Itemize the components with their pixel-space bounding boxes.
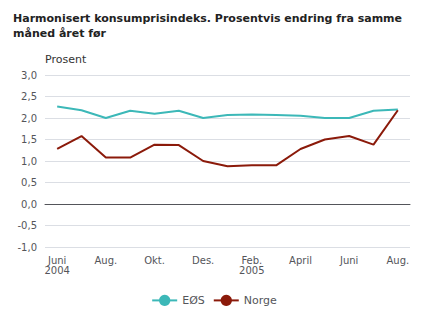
svg-text:EØS: EØS <box>182 294 205 307</box>
svg-text:Aug.: Aug. <box>386 255 409 266</box>
svg-text:Prosent: Prosent <box>45 53 87 66</box>
svg-text:0,5: 0,5 <box>21 177 37 188</box>
svg-text:April: April <box>289 255 312 266</box>
svg-text:Okt.: Okt. <box>144 255 165 266</box>
svg-text:2004: 2004 <box>44 265 69 276</box>
svg-text:1,0: 1,0 <box>21 156 37 167</box>
svg-text:Juni: Juni <box>339 255 358 266</box>
svg-text:Juni: Juni <box>48 254 67 266</box>
svg-text:2005: 2005 <box>239 265 264 276</box>
svg-text:-1,0: -1,0 <box>17 242 37 253</box>
svg-text:-0,5: -0,5 <box>17 220 37 231</box>
svg-text:2,5: 2,5 <box>21 91 37 102</box>
svg-text:måned året før: måned året før <box>13 27 107 40</box>
svg-text:0,0: 0,0 <box>21 199 37 210</box>
svg-text:Des.: Des. <box>192 255 214 266</box>
svg-text:Feb.: Feb. <box>241 254 263 266</box>
svg-text:2,0: 2,0 <box>21 113 37 124</box>
svg-text:Harmonisert konsumprisindeks.: Harmonisert konsumprisindeks. Prosentvis… <box>13 12 402 25</box>
svg-text:1,5: 1,5 <box>21 134 37 145</box>
svg-text:3,0: 3,0 <box>21 70 37 81</box>
svg-text:Norge: Norge <box>244 294 277 307</box>
svg-text:Aug.: Aug. <box>94 255 117 266</box>
